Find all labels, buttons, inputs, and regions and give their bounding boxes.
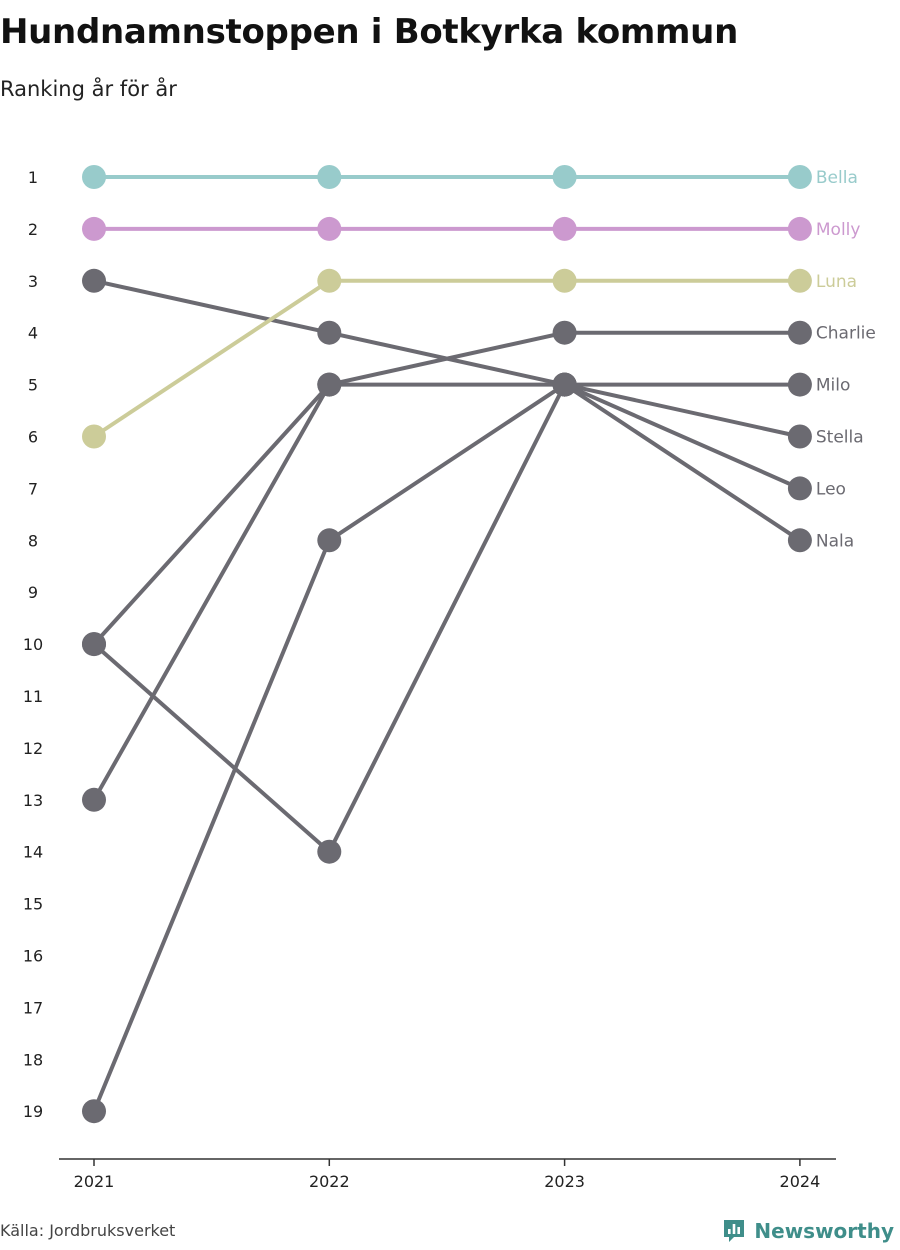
point-bella — [317, 165, 342, 189]
source-note: Källa: Jordbruksverket — [0, 1221, 176, 1240]
series-labels: Charlie Milo Stella Leo Nala Bella Molly Luna — [816, 168, 876, 551]
point-bella — [787, 165, 812, 189]
point-luna — [317, 268, 342, 293]
series-line-charlie — [92, 330, 802, 647]
newsworthy-logo-icon — [724, 1220, 745, 1242]
x-tick-label: 2024 — [780, 1172, 821, 1191]
series-points — [82, 165, 812, 1124]
series-label-bella: Bella — [816, 168, 858, 188]
point-nala — [317, 839, 342, 864]
series-label-molly: Molly — [816, 220, 861, 240]
point-milo — [787, 372, 812, 397]
y-tick-label: 5 — [28, 376, 38, 395]
point-charlie — [787, 320, 812, 345]
y-tick-label: 1 — [28, 168, 38, 187]
chart-subtitle: Ranking år för år — [0, 77, 177, 101]
point-nala — [82, 632, 106, 657]
y-tick-label: 19 — [23, 1102, 43, 1121]
series-line-leo — [92, 382, 802, 1114]
series-label-stella: Stella — [816, 428, 864, 448]
series-line-milo — [92, 278, 802, 387]
series-label-charlie: Charlie — [816, 324, 876, 344]
series-line-luna — [92, 278, 802, 439]
y-tick-label: 18 — [23, 1050, 43, 1069]
point-nala — [552, 372, 577, 397]
point-leo — [82, 1099, 106, 1124]
y-tick-label: 2 — [28, 220, 38, 239]
y-tick-label: 12 — [23, 739, 43, 758]
chart-title: Hundnamnstoppen i Botkyrka kommun — [0, 12, 738, 52]
point-molly — [552, 216, 577, 241]
point-molly — [787, 216, 812, 241]
y-tick-label: 7 — [28, 479, 38, 498]
point-molly — [317, 216, 342, 241]
y-tick-label: 9 — [28, 583, 38, 602]
point-luna — [552, 268, 577, 293]
point-molly — [82, 216, 106, 241]
series-line-nala — [92, 382, 802, 854]
point-milo — [317, 320, 342, 345]
point-nala — [787, 528, 812, 553]
point-luna — [787, 268, 812, 293]
series-label-milo: Milo — [816, 376, 851, 396]
point-bella — [552, 165, 577, 189]
point-stella — [317, 372, 342, 397]
point-leo — [317, 528, 342, 553]
y-tick-label: 8 — [28, 531, 38, 550]
x-tick-label: 2021 — [74, 1172, 115, 1191]
y-tick-label: 15 — [23, 895, 43, 914]
x-tick-label: 2022 — [309, 1172, 350, 1191]
brand-logo[interactable]: Newsworthy — [722, 1218, 894, 1244]
brand-name: Newsworthy — [754, 1219, 894, 1243]
series-lines — [92, 175, 802, 1114]
y-tick-label: 13 — [23, 791, 43, 810]
point-stella — [82, 787, 106, 812]
y-tick-label: 6 — [28, 428, 38, 447]
y-tick-label: 17 — [23, 998, 43, 1017]
point-charlie — [552, 320, 577, 345]
y-tick-label: 10 — [23, 635, 43, 654]
series-line-stella — [92, 382, 802, 802]
series-label-nala: Nala — [816, 531, 854, 551]
y-tick-label: 3 — [28, 272, 38, 291]
y-tick-label: 4 — [28, 324, 38, 343]
y-tick-label: 16 — [23, 947, 43, 966]
y-tick-label: 11 — [23, 687, 43, 706]
point-luna — [82, 424, 106, 449]
x-tick-label: 2023 — [544, 1172, 585, 1191]
point-leo — [787, 476, 812, 501]
x-axis: 2021 2022 2023 2024 — [59, 1158, 836, 1191]
series-label-leo: Leo — [816, 479, 846, 499]
point-milo — [82, 268, 106, 293]
series-label-luna: Luna — [816, 272, 857, 292]
y-tick-label: 14 — [23, 843, 43, 862]
point-bella — [82, 165, 106, 189]
point-stella — [787, 424, 812, 449]
